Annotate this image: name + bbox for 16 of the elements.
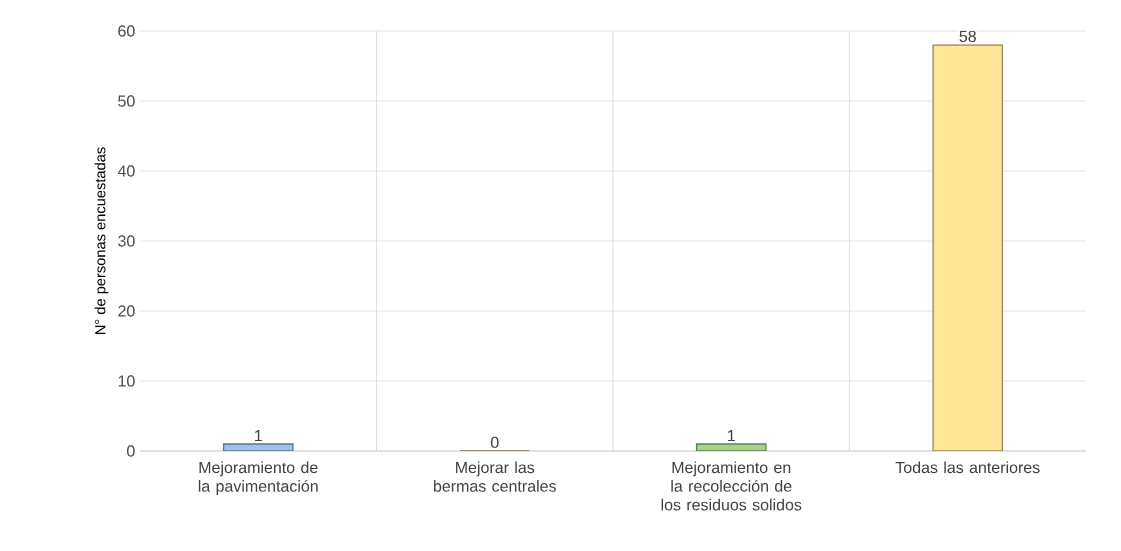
y-tick-label: 0	[127, 445, 135, 457]
y-tick-label: 40	[117, 165, 135, 177]
x-tick-label: Mejoramiento de la pavimentación	[198, 461, 318, 495]
data-label: 58	[959, 30, 976, 43]
y-axis-title: N° de personas encuestadas	[94, 147, 109, 335]
x-tick-label: Mejoramiento en la recolección de los residuos solidos	[661, 461, 802, 511]
y-tick-label: 60	[118, 25, 135, 37]
x-tick-label: Mejorar las bermas centrales	[433, 461, 556, 492]
data-label: 1	[255, 430, 262, 442]
x-tick-label: Todas las anteriores	[895, 461, 1040, 474]
data-label: 1	[728, 430, 735, 442]
y-tick-label: 30	[118, 235, 135, 247]
y-tick-label: 10	[118, 375, 135, 387]
data-label: 0	[490, 436, 499, 449]
y-tick-label: 20	[118, 305, 135, 317]
y-tick-label: 50	[118, 95, 135, 107]
